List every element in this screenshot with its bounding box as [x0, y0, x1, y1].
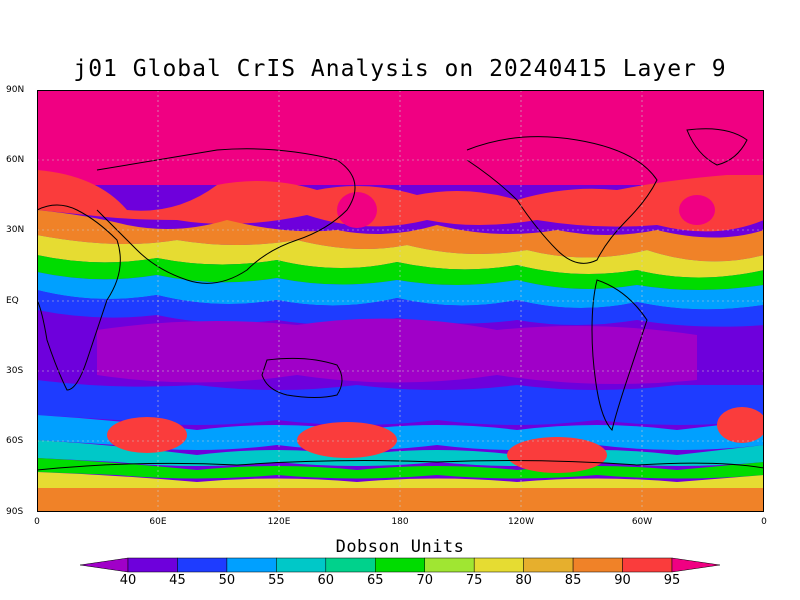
colorbar-level-label: 70	[416, 573, 433, 588]
blob-north-atlantic	[679, 195, 715, 225]
colorbar-level-label: 95	[663, 573, 681, 588]
lon-label-180: 180	[391, 517, 409, 527]
lon-label-60w: 60W	[631, 517, 653, 527]
band-north-cyan	[37, 272, 764, 310]
colorbar-swatch-high	[671, 557, 721, 573]
blob-south-atlantic	[717, 407, 764, 443]
colorbar-swatch	[473, 557, 524, 573]
asia-outline	[96, 148, 356, 284]
colorbar-swatch	[127, 557, 178, 573]
lon-label-60e: 60E	[149, 517, 167, 527]
colorbar-swatch	[424, 557, 475, 573]
colorbar-swatch	[375, 557, 425, 573]
band-south-green	[37, 458, 764, 479]
blob-north-pacific	[337, 192, 377, 228]
band-north-green	[37, 255, 764, 290]
colorbar-swatch	[226, 557, 277, 573]
lon-label-120e: 120E	[267, 517, 291, 527]
lat-label-30s: 30S	[6, 366, 24, 376]
colorbar-swatch	[276, 557, 327, 573]
band-south-yellow	[37, 472, 764, 493]
colorbar: 40 45 50 55 60 65 70 75 80 85 90 95	[79, 555, 721, 595]
band-north-polar	[37, 90, 764, 185]
colorbar-level-label: 40	[119, 573, 137, 588]
blob-south-pacific-2	[507, 437, 607, 473]
colorbar-swatch	[325, 557, 376, 573]
colorbar-level-label: 45	[169, 573, 186, 588]
graticule	[37, 90, 764, 512]
colorbar-level-label: 65	[366, 573, 384, 588]
band-equator-purple	[97, 318, 697, 384]
antarctica-outline	[37, 460, 764, 471]
map-frame	[37, 90, 764, 512]
lat-label-eq: EQ	[6, 296, 19, 306]
colorbar-level-label: 50	[218, 573, 236, 588]
colorbar-level-label: 60	[317, 573, 335, 588]
lat-label-90s: 90S	[6, 507, 24, 517]
lon-label-0-end: 0	[761, 517, 767, 527]
band-north-red	[37, 170, 764, 232]
colorbar-swatch	[572, 557, 623, 573]
lat-label-60n: 60N	[6, 155, 25, 165]
greenland-outline	[686, 128, 748, 166]
colorbar-level-label: 80	[515, 573, 532, 588]
australia-outline	[261, 357, 343, 398]
colorbar-swatch	[177, 557, 228, 573]
band-north-yellow	[37, 235, 764, 278]
map-title: j01 Global CrIS Analysis on 20240415 Lay…	[73, 56, 727, 82]
africa-outline	[37, 204, 121, 391]
south-america-outline	[591, 279, 648, 431]
band-north-orange	[37, 210, 764, 262]
colorbar-swatch	[523, 557, 574, 573]
band-south-blue	[37, 380, 764, 425]
colorbar-swatch	[622, 557, 673, 573]
colorbar-level-label: 55	[268, 573, 285, 588]
colorbar-level-label: 75	[465, 573, 483, 588]
colorbar-title: Dobson Units	[335, 537, 465, 557]
lon-label-0: 0	[34, 517, 40, 527]
ozone-map	[37, 90, 764, 512]
colorbar-level-label: 85	[564, 573, 582, 588]
band-south-orange	[37, 488, 764, 512]
colorbar-swatch-low	[79, 557, 129, 573]
blob-south-indian	[107, 417, 187, 453]
map-panel	[37, 90, 764, 512]
lat-label-90n: 90N	[6, 85, 25, 95]
lat-label-60s: 60S	[6, 436, 24, 446]
blob-south-pacific-1	[297, 422, 397, 458]
lat-label-30n: 30N	[6, 225, 25, 235]
colorbar-level-label: 90	[614, 573, 631, 588]
band-north-blue	[37, 290, 764, 327]
colorbar-swatches	[79, 557, 721, 573]
lon-label-120w: 120W	[507, 517, 535, 527]
